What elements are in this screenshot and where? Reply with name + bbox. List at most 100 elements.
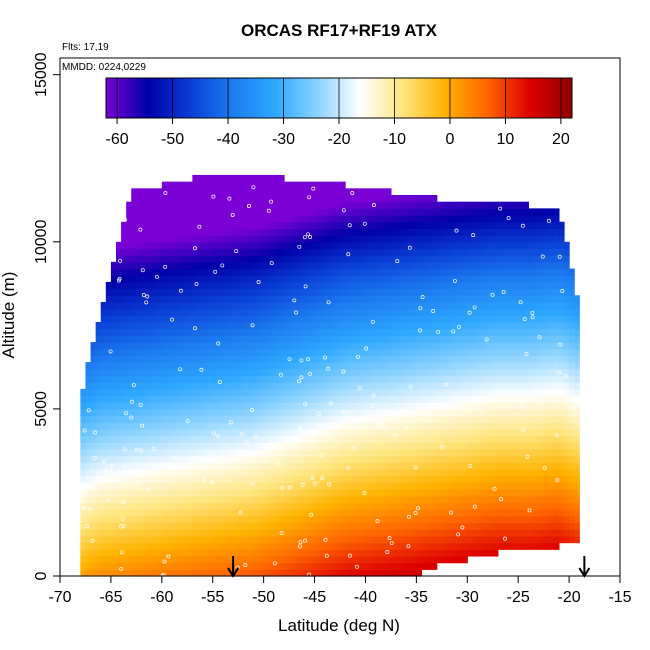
heatmap-cell	[487, 268, 494, 276]
heatmap-cell	[258, 295, 265, 303]
heatmap-cell	[294, 502, 300, 510]
heatmap-cell	[197, 288, 204, 296]
heatmap-cell	[533, 308, 540, 316]
heatmap-cell	[523, 402, 529, 410]
heatmap-cell	[380, 355, 387, 363]
heatmap-cell	[441, 402, 448, 410]
heatmap-cell	[487, 415, 494, 423]
heatmap-cell	[100, 569, 107, 577]
heatmap-cell	[268, 195, 275, 203]
heatmap-cell	[121, 382, 127, 390]
heatmap-cell	[166, 408, 173, 417]
heatmap-cell	[502, 449, 509, 457]
heatmap-cell	[121, 235, 127, 243]
heatmap-cell	[105, 535, 112, 544]
heatmap-cell	[278, 235, 285, 243]
heatmap-cell	[192, 475, 199, 484]
heatmap-cell	[329, 342, 336, 350]
heatmap-cell	[385, 489, 392, 497]
heatmap-cell	[207, 442, 214, 450]
heatmap-cell	[136, 241, 143, 250]
heatmap-cell	[202, 235, 209, 243]
heatmap-cell	[273, 395, 280, 403]
heatmap-cell	[90, 489, 97, 497]
heatmap-cell	[508, 301, 514, 310]
heatmap-cell	[334, 208, 341, 216]
heatmap-cell	[151, 388, 158, 397]
heatmap-cell	[523, 328, 529, 336]
heatmap-cell	[248, 408, 255, 417]
heatmap-cell	[263, 362, 270, 370]
heatmap-cell	[436, 281, 443, 290]
heatmap-cell	[151, 215, 158, 223]
heatmap-cell	[294, 442, 300, 450]
heatmap-cell	[304, 328, 311, 336]
heatmap-cell	[248, 388, 255, 397]
heatmap-cell	[350, 475, 356, 484]
heatmap-cell	[457, 348, 463, 357]
heatmap-cell	[100, 562, 107, 570]
heatmap-cell	[436, 208, 443, 216]
heatmap-cell	[253, 201, 260, 209]
heatmap-cell	[452, 502, 458, 510]
heatmap-cell	[121, 569, 127, 577]
heatmap-cell	[396, 235, 402, 243]
heatmap-cell	[467, 275, 473, 283]
heatmap-cell	[253, 348, 260, 357]
heatmap-cell	[431, 562, 438, 570]
heatmap-cell	[304, 255, 311, 263]
heatmap-cell	[365, 549, 372, 557]
heatmap-cell	[436, 475, 443, 484]
heatmap-cell	[497, 482, 504, 490]
heatmap-cell	[497, 348, 504, 357]
heatmap-cell	[441, 428, 448, 437]
heatmap-cell	[161, 515, 168, 524]
date-annotation: MMDD: 0224,0229	[62, 62, 146, 73]
heatmap-cell	[446, 529, 453, 537]
heatmap-cell	[238, 174, 244, 183]
heatmap-cell	[365, 215, 372, 223]
heatmap-cell	[131, 435, 137, 443]
heatmap-cell	[278, 188, 285, 196]
heatmap-cell	[268, 455, 275, 463]
heatmap-cell	[202, 382, 209, 390]
heatmap-cell	[329, 408, 336, 417]
heatmap-cell	[248, 555, 255, 564]
heatmap-cell	[375, 355, 382, 363]
heatmap-cell	[441, 442, 448, 450]
heatmap-cell	[121, 228, 127, 236]
heatmap-cell	[197, 408, 204, 417]
heatmap-cell	[268, 382, 275, 390]
heatmap-cell	[258, 522, 265, 530]
heatmap-cell	[406, 308, 412, 316]
heatmap-cell	[228, 235, 234, 243]
heatmap-cell	[462, 275, 468, 283]
heatmap-cell	[177, 355, 183, 363]
heatmap-cell	[156, 368, 163, 377]
heatmap-cell	[482, 535, 489, 544]
heatmap-cell	[263, 368, 270, 377]
heatmap-cell	[243, 221, 249, 230]
heatmap-cell	[156, 562, 163, 570]
heatmap-cell	[467, 208, 473, 216]
heatmap-cell	[131, 569, 137, 577]
heatmap-cell	[487, 308, 494, 316]
heatmap-cell	[411, 375, 417, 383]
heatmap-cell	[90, 482, 97, 490]
heatmap-cell	[212, 515, 219, 524]
heatmap-cell	[401, 288, 407, 296]
heatmap-cell	[324, 388, 331, 397]
heatmap-cell	[177, 422, 183, 430]
heatmap-cell	[278, 495, 285, 504]
heatmap-cell	[258, 489, 265, 497]
heatmap-cell	[248, 535, 255, 544]
heatmap-cell	[441, 261, 448, 270]
heatmap-cell	[222, 188, 229, 196]
heatmap-cell	[156, 195, 163, 203]
heatmap-cell	[492, 201, 499, 209]
heatmap-cell	[222, 322, 229, 330]
heatmap-cell	[126, 368, 132, 377]
heatmap-cell	[131, 522, 137, 530]
heatmap-cell	[289, 215, 295, 223]
heatmap-cell	[472, 388, 479, 397]
